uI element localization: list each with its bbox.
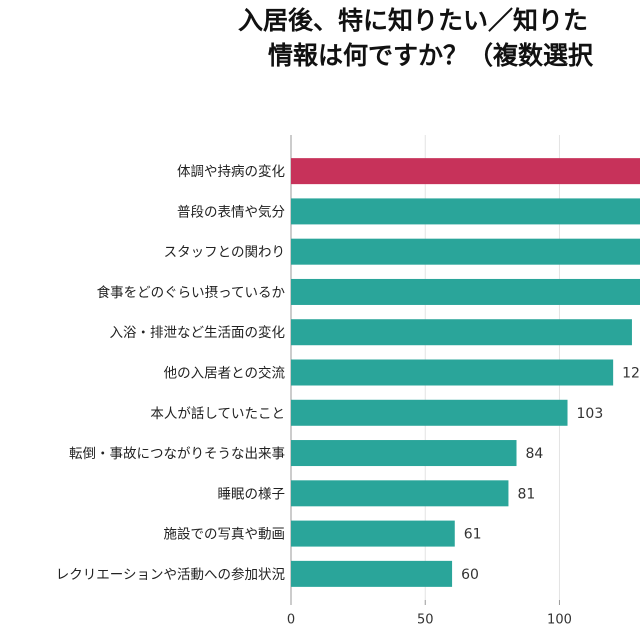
category-label: 入浴・排泄など生活面の変化 — [110, 324, 286, 341]
value-label: 84 — [526, 446, 544, 462]
chart-title: 入居後、特に知りたい／知りた — [238, 6, 588, 35]
category-label: 施設での写真や動画 — [164, 527, 286, 543]
x-tick-label: 50 — [417, 613, 434, 628]
bar — [291, 198, 640, 225]
bar — [291, 359, 614, 386]
value-label: 120 — [622, 366, 640, 382]
bar — [291, 319, 632, 346]
category-label: 本人が話していたこと — [150, 405, 285, 422]
category-label: 睡眠の様子 — [218, 486, 286, 502]
bar — [291, 158, 640, 185]
bar — [291, 480, 509, 507]
category-label: 転倒・事故につながりそうな出来事 — [69, 446, 285, 462]
bar — [291, 440, 517, 467]
value-label: 81 — [517, 486, 535, 502]
category-label: 食事をどのぐらい摂っているか — [97, 284, 286, 301]
bar — [291, 520, 455, 547]
value-label: 103 — [577, 406, 604, 422]
chart-title: 情報は何ですか？（複数選択 — [268, 41, 594, 70]
category-label: 体調や持病の変化 — [177, 163, 285, 180]
category-label: 他の入居者との交流 — [164, 365, 286, 382]
category-label: レクリエーションや活動への参加状況 — [56, 566, 286, 583]
x-tick-label: 0 — [287, 613, 295, 628]
value-label: 60 — [461, 567, 479, 583]
bar — [291, 238, 640, 265]
bar — [291, 560, 453, 587]
category-label: スタッフとの関わり — [164, 245, 285, 261]
x-tick-label: 100 — [547, 613, 572, 628]
value-label: 61 — [464, 527, 482, 543]
bar — [291, 278, 640, 305]
bar — [291, 399, 568, 426]
category-label: 普段の表情や気分 — [177, 204, 285, 220]
